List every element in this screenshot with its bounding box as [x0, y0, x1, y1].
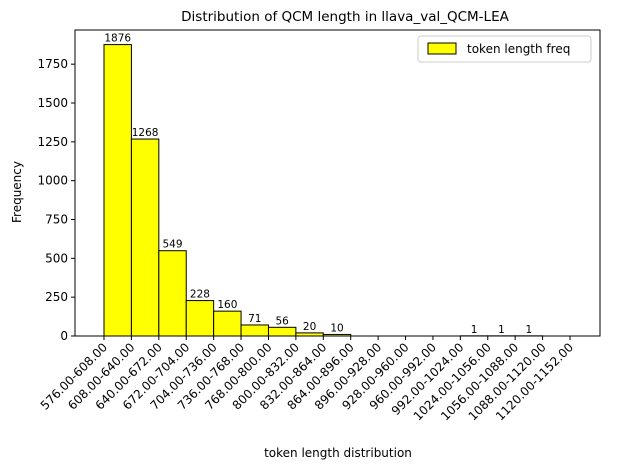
chart-title: Distribution of QCM length in llava_val_… — [181, 9, 509, 25]
bars-group — [103, 44, 544, 337]
x-axis: 576.00-608.00608.00-640.00640.00-672.006… — [38, 336, 576, 423]
bar-value-label: 549 — [163, 239, 183, 251]
bar — [240, 324, 269, 337]
legend-entry-label: token length freq — [467, 42, 570, 56]
bar-value-label: 1 — [498, 324, 505, 336]
bar-labels-group: 1876 1268 549 228 160 71 56 20 10 1 1 1 — [104, 33, 532, 336]
bar — [158, 250, 187, 337]
y-tick-label: 1250 — [37, 135, 68, 149]
bar-value-label: 1 — [471, 324, 478, 336]
y-axis-label: Frequency — [10, 161, 24, 223]
bar-value-label: 56 — [275, 315, 289, 327]
legend-box — [417, 35, 592, 63]
plot-frame — [74, 29, 601, 337]
x-axis-label: token length distribution — [264, 446, 412, 460]
legend: token length freq — [417, 35, 592, 63]
y-tick-label: 1750 — [37, 57, 68, 71]
bar — [185, 300, 215, 337]
bar — [103, 44, 132, 337]
y-tick-label: 1000 — [37, 174, 68, 188]
y-tick-label: 0 — [60, 329, 68, 343]
bar-value-label: 20 — [303, 321, 316, 333]
legend-swatch — [427, 42, 457, 55]
bar-value-label: 1 — [526, 324, 533, 336]
bar — [267, 326, 297, 337]
bar-value-label: 160 — [217, 299, 237, 311]
bar-value-label: 1876 — [104, 33, 131, 45]
y-axis: 0 250 500 750 1000 1250 1500 1750 — [37, 57, 75, 343]
bar-value-label: 71 — [248, 313, 261, 325]
bar-value-label: 10 — [330, 322, 343, 334]
bar — [130, 138, 160, 337]
y-tick-label: 500 — [45, 251, 68, 265]
bar-value-label: 228 — [190, 289, 210, 301]
y-tick-label: 750 — [45, 213, 68, 227]
y-tick-label: 250 — [45, 290, 68, 304]
bar-value-label: 1268 — [132, 127, 159, 139]
y-tick-label: 1500 — [37, 96, 68, 110]
bar — [213, 310, 242, 337]
